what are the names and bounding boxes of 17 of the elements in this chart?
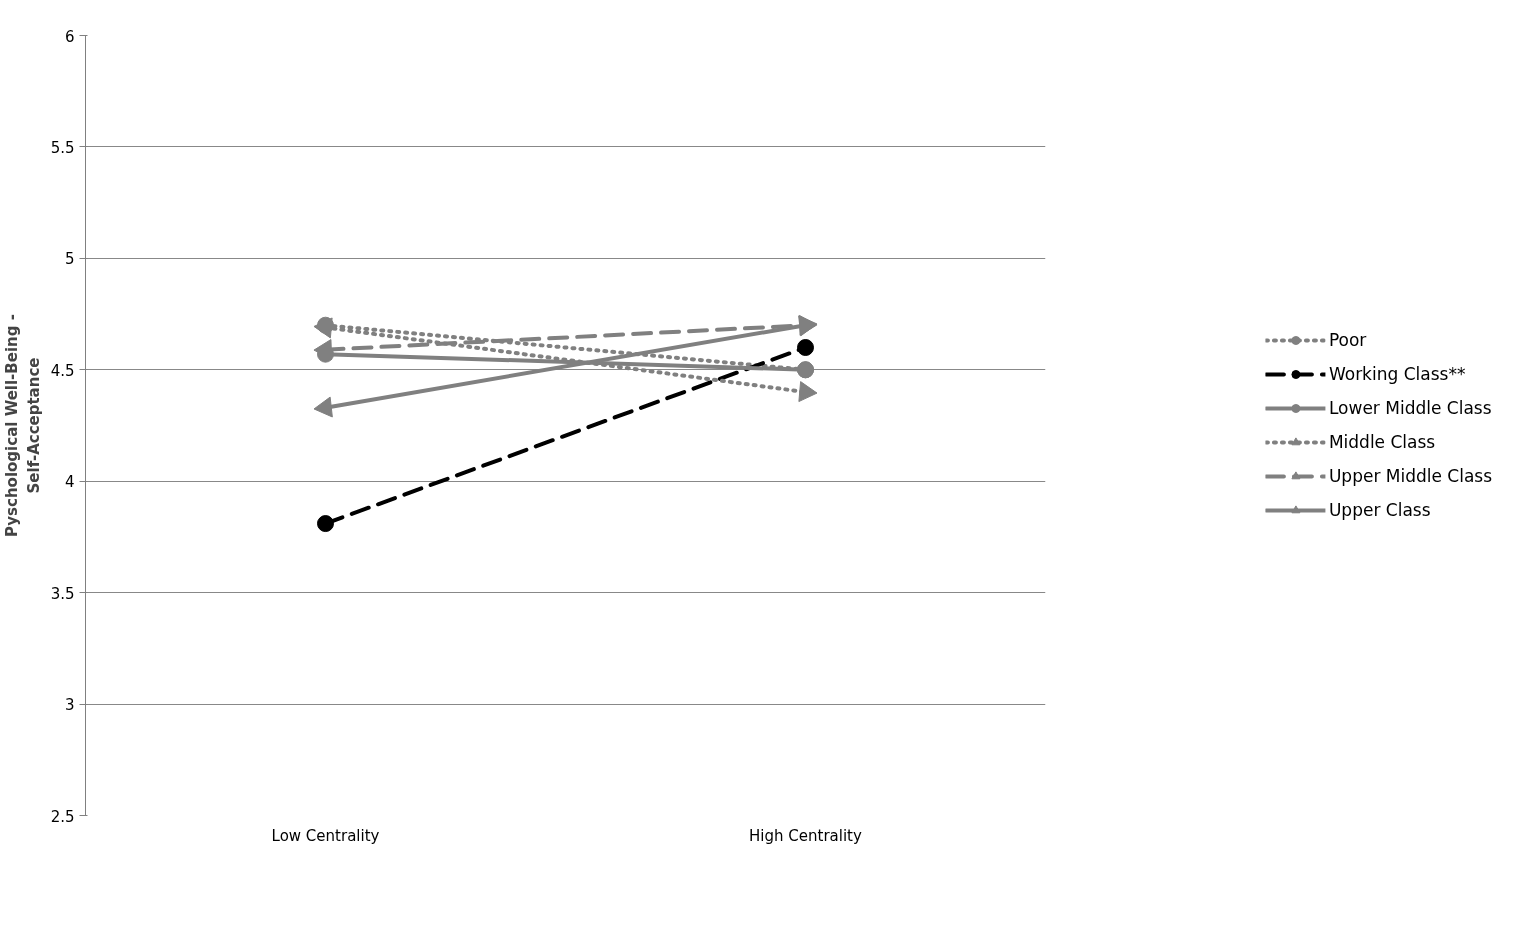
legend-label: Poor bbox=[1328, 330, 1367, 350]
legend-label: Middle Class bbox=[1328, 432, 1436, 452]
y-tick-label: 3 bbox=[64, 696, 75, 715]
x-tick-label: High Centrality bbox=[749, 826, 863, 845]
y-tick-label: 4.5 bbox=[50, 361, 75, 380]
legend-label: Upper Class bbox=[1328, 500, 1431, 520]
legend-label: Working Class** bbox=[1328, 364, 1466, 384]
y-axis-title: Pyschological Well-Being - Self-Acceptance bbox=[3, 314, 43, 537]
x-tick-label: Low Centrality bbox=[271, 826, 380, 845]
y-tick-label: 2.5 bbox=[50, 807, 75, 826]
y-tick-label: 4 bbox=[64, 473, 75, 492]
y-tick-label: 6 bbox=[64, 27, 75, 46]
legend-label: Lower Middle Class bbox=[1328, 398, 1492, 418]
y-tick-label: 5 bbox=[64, 250, 75, 269]
legend-label: Upper Middle Class bbox=[1328, 466, 1493, 486]
y-tick-label: 3.5 bbox=[50, 584, 75, 603]
y-tick-label: 5.5 bbox=[50, 138, 75, 157]
